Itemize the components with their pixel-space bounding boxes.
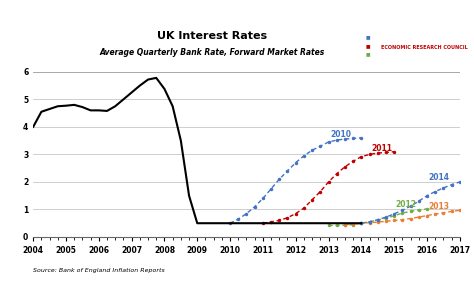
Text: 2014: 2014 (428, 173, 450, 182)
Text: ECONOMIC RESEARCH COUNCIL: ECONOMIC RESEARCH COUNCIL (381, 45, 468, 51)
Text: 2011: 2011 (371, 144, 392, 153)
Text: 2010: 2010 (330, 130, 351, 139)
Text: ■: ■ (366, 34, 372, 39)
Text: UK Interest Rates: UK Interest Rates (157, 31, 267, 41)
Text: 2013: 2013 (428, 203, 450, 212)
Text: 2012: 2012 (396, 200, 417, 209)
Text: Source: Bank of England Inflation Reports: Source: Bank of England Inflation Report… (33, 268, 165, 273)
Text: Average Quarterly Bank Rate, Forward Market Rates: Average Quarterly Bank Rate, Forward Mar… (100, 48, 325, 57)
Text: ■: ■ (366, 43, 372, 48)
Text: ■: ■ (366, 52, 372, 57)
